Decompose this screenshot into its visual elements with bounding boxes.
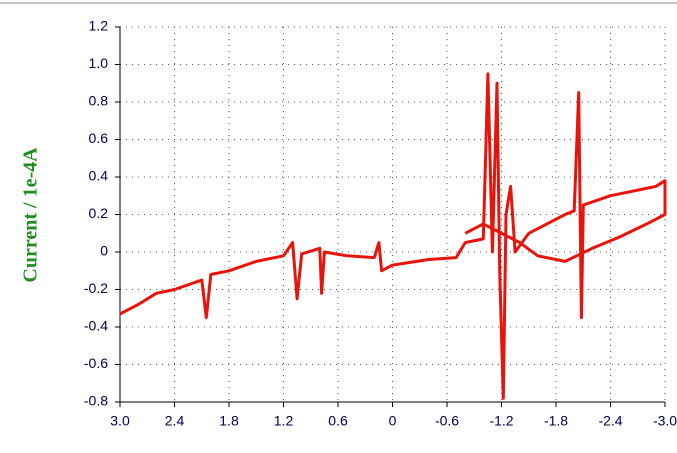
- y-axis-label: Current / 1e-4A: [20, 147, 42, 283]
- x-tick-label: 3.0: [110, 413, 130, 429]
- y-tick-label: 0.8: [89, 93, 109, 109]
- y-tick-label: 1.2: [89, 18, 109, 34]
- y-tick-label: -0.4: [84, 318, 108, 334]
- y-tick-label: 0.2: [89, 205, 109, 221]
- x-tick-label: -1.2: [489, 413, 513, 429]
- x-tick-label: -0.6: [435, 413, 459, 429]
- x-tick-label: 0: [389, 413, 397, 429]
- x-tick-label: -1.8: [544, 413, 568, 429]
- y-tick-label: -0.2: [84, 280, 108, 296]
- x-tick-label: 1.2: [274, 413, 294, 429]
- x-tick-label: 0.6: [328, 413, 348, 429]
- y-tick-label: 0.4: [89, 168, 109, 184]
- x-tick-label: 1.8: [219, 413, 239, 429]
- y-tick-label: -0.8: [84, 393, 108, 409]
- x-tick-label: -3.0: [653, 413, 677, 429]
- y-tick-label: 1.0: [89, 55, 109, 71]
- y-tick-label: 0.6: [89, 130, 109, 146]
- x-tick-label: -2.4: [598, 413, 622, 429]
- x-tick-label: 2.4: [165, 413, 185, 429]
- y-tick-label: 0: [100, 243, 108, 259]
- y-tick-label: -0.6: [84, 355, 108, 371]
- data-line: [119, 72, 667, 400]
